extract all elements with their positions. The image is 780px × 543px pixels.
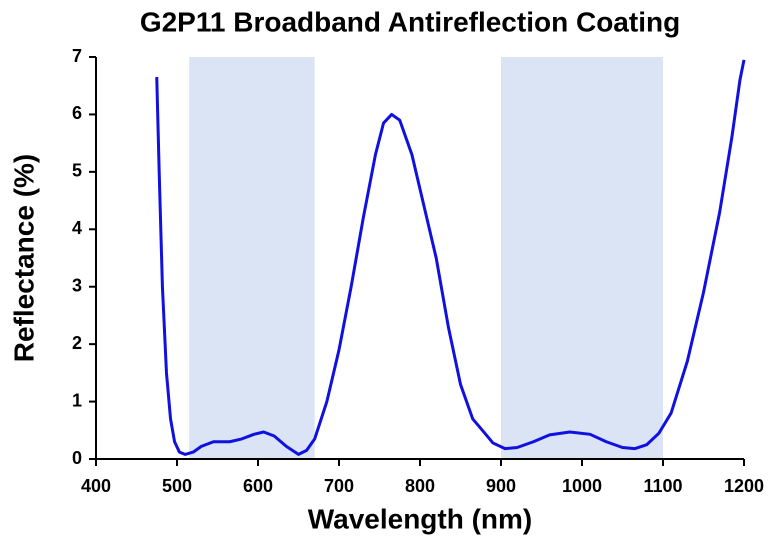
y-tick-label: 0 bbox=[72, 448, 82, 468]
x-tick-label: 900 bbox=[486, 476, 516, 496]
y-tick-label: 2 bbox=[72, 333, 82, 353]
highlight-band bbox=[501, 57, 663, 459]
x-tick-label: 500 bbox=[162, 476, 192, 496]
x-tick-label: 700 bbox=[324, 476, 354, 496]
y-tick-label: 1 bbox=[72, 390, 82, 410]
y-axis-title: Reflectance (%) bbox=[8, 154, 39, 363]
highlight-band bbox=[189, 57, 315, 459]
y-tick-label: 7 bbox=[72, 46, 82, 66]
x-tick-label: 1000 bbox=[562, 476, 602, 496]
x-tick-label: 800 bbox=[405, 476, 435, 496]
x-tick-label: 1100 bbox=[643, 476, 682, 496]
x-tick-label: 400 bbox=[81, 476, 111, 496]
y-tick-label: 6 bbox=[72, 103, 82, 123]
x-axis-title: Wavelength (nm) bbox=[308, 503, 533, 534]
x-tick-label: 600 bbox=[243, 476, 273, 496]
y-tick-label: 5 bbox=[72, 161, 82, 181]
y-tick-label: 4 bbox=[72, 218, 82, 238]
x-tick-label: 1200 bbox=[724, 476, 764, 496]
y-tick-label: 3 bbox=[72, 275, 82, 295]
chart-title: G2P11 Broadband Antireflection Coating bbox=[140, 6, 680, 37]
data-line bbox=[155, 59, 746, 456]
